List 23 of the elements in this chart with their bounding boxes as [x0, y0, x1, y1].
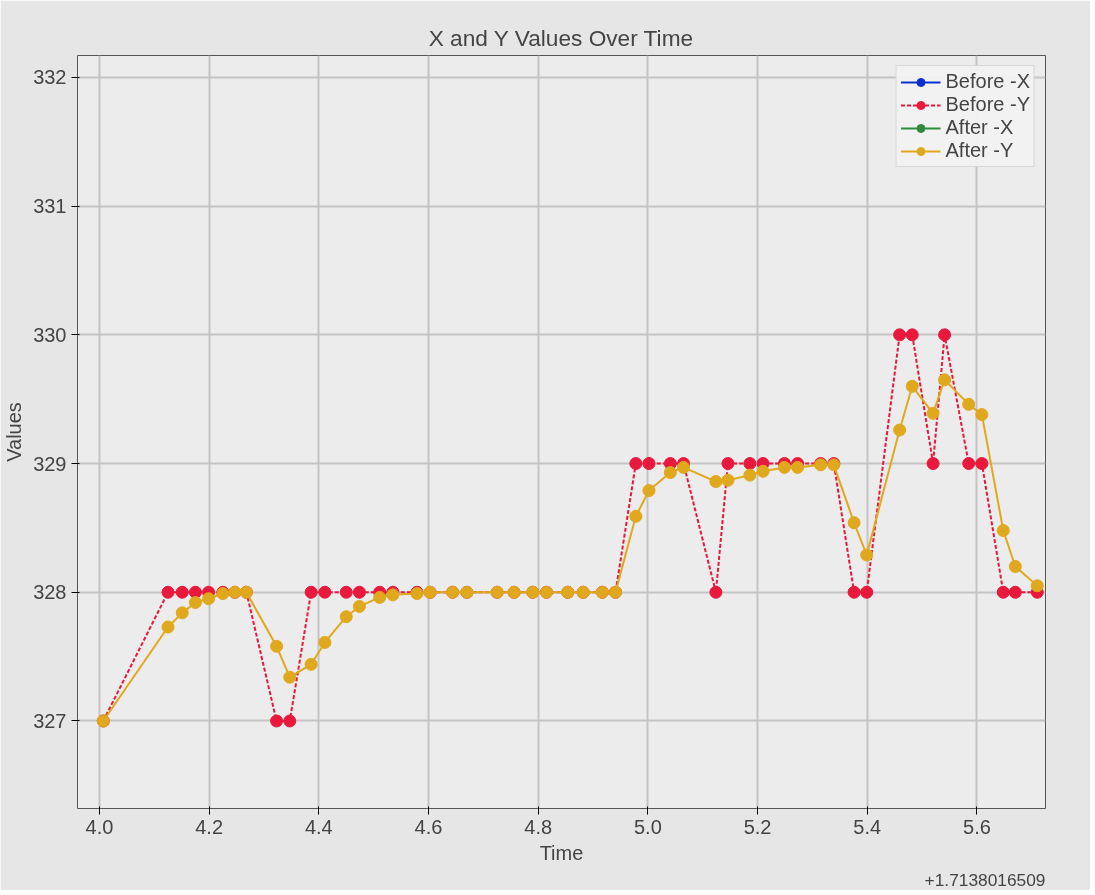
x-tick-label: 5.2 [743, 815, 772, 838]
x-tick-label: 5.0 [633, 815, 662, 838]
x-tick-label: 4.8 [524, 815, 553, 838]
y-tick-label: 330 [33, 323, 67, 346]
legend-label: Before -X [945, 70, 1030, 93]
legend-label: After -Y [945, 139, 1014, 162]
x-tick-label: 5.6 [963, 815, 991, 838]
x-tick-label: 4.2 [195, 815, 224, 838]
y-tick-label: 331 [33, 195, 67, 218]
x-tick-label: 5.4 [853, 815, 882, 838]
x-tick-label: 4.0 [85, 815, 114, 838]
y-tick-label: 329 [33, 452, 67, 475]
x-tick-label: 4.6 [414, 815, 443, 838]
legend-label: Before -Y [945, 93, 1030, 116]
y-tick-label: 327 [33, 709, 67, 732]
text: +1.7138016509 [924, 869, 1046, 890]
y-tick-label: 332 [33, 66, 67, 89]
chart-title: X and Y Values Over Time [428, 24, 694, 51]
x-tick-label: 4.4 [304, 815, 333, 838]
legend-label: After -X [945, 116, 1014, 139]
y-axis-title: Values [3, 402, 26, 462]
y-tick-label: 328 [33, 581, 67, 604]
x-axis-title: Time [539, 841, 584, 864]
